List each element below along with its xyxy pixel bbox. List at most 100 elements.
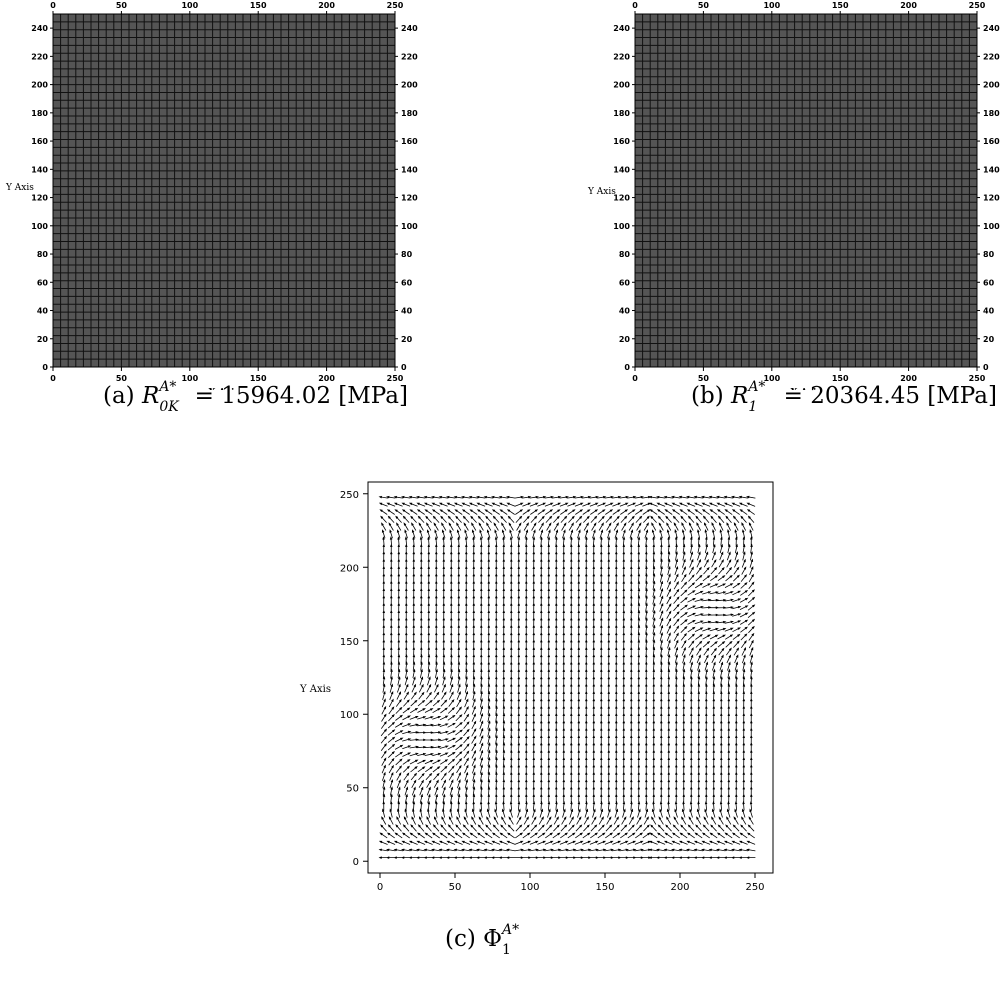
grid-fill [53,14,395,367]
x-tick-label-top: 100 [181,1,198,10]
y-tick-label-left: 100 [613,222,630,231]
y-tick-label-right: 160 [401,137,418,146]
caption-c-symbol: Φ [483,926,502,952]
y-tick-label-right: 100 [401,222,418,231]
y-tick-label-right: 240 [401,24,418,33]
y-tick-label-right: 200 [983,81,1000,90]
y-tick-label-left: 60 [37,278,49,287]
x-tick-label-bottom: 100 [181,374,198,383]
y-tick-label-right: 220 [983,52,1000,61]
caption-b: (b) R A* 1 = 20364.45 [MPa] [691,379,997,415]
caption-b-label: (b) [691,383,724,409]
y-tick-label-right: 240 [983,24,1000,33]
y-tick-label: 200 [340,563,359,574]
x-tick-label-bottom: 150 [250,374,267,383]
x-tick-label-top: 0 [632,1,638,10]
x-tick-label-bottom: 250 [387,374,404,383]
y-tick-label-left: 120 [31,194,48,203]
x-tick-label-bottom: 250 [969,374,986,383]
vector-field-chart: 050100150200250050100150200250X AxisY Ax… [299,481,774,906]
x-tick-label-top: 250 [969,1,986,10]
y-tick-label-left: 60 [619,278,631,287]
x-tick-label-bottom: 50 [698,374,710,383]
x-tick-label-bottom: 100 [763,374,780,383]
y-tick-label-left: 0 [624,363,630,372]
caption-b-symbol: R [730,383,749,409]
y-tick-label-right: 200 [401,81,418,90]
caption-c-label: (c) [445,926,476,952]
y-tick-label: 100 [340,710,359,721]
y-tick-label-right: 120 [401,194,418,203]
panel-a: 0 0 50 50 100 100 150 150 200 200 250 250 0 0 20 20 40 40… [0,0,420,398]
y-tick-label-right: 40 [401,307,413,316]
y-tick-label-left: 140 [31,165,48,174]
y-tick-label-right: 40 [983,307,995,316]
plot-frame [52,13,396,368]
y-tick-label-right: 220 [401,52,418,61]
y-tick-label-right: 80 [401,250,413,259]
caption-b-value: 20364.45 [810,383,920,409]
y-axis-label: Y Axis [587,187,616,197]
caption-a-label: (a) [103,383,135,409]
y-tick-label-right: 80 [983,250,995,259]
x-tick-label: 150 [595,882,614,890]
y-tick-label: 150 [340,637,359,648]
caption-a-value: 15964.02 [221,383,331,409]
y-tick-label-left: 220 [31,52,48,61]
y-tick-label-left: 140 [613,165,630,174]
y-tick-label-left: 180 [31,109,48,118]
y-tick-label-left: 100 [31,222,48,231]
y-axis-label: Y Axis [5,183,34,193]
vector-arrows [378,495,756,859]
y-tick-label-left: 20 [37,335,49,344]
x-tick-label-bottom: 0 [632,374,638,383]
x-tick-label-bottom: 50 [116,374,128,383]
x-tick-label-top: 200 [900,1,917,10]
y-tick-label-left: 160 [613,137,630,146]
x-tick-label-bottom: 150 [832,374,849,383]
y-tick-label-left: 40 [37,307,49,316]
x-tick-label-bottom: 0 [50,374,56,383]
caption-a-equals: = [194,383,214,409]
x-tick-label-top: 50 [698,1,710,10]
x-tick-label-bottom: 200 [900,374,917,383]
y-tick-label-right: 160 [983,137,1000,146]
y-tick-label-right: 20 [983,335,995,344]
y-tick-label-right: 140 [401,165,418,174]
y-tick-label-left: 160 [31,137,48,146]
y-tick-label: 0 [353,857,359,868]
y-tick-label-left: 240 [613,24,630,33]
y-tick-label-right: 0 [983,363,989,372]
x-tick-label-top: 0 [50,1,56,10]
y-tick-label: 250 [340,490,359,501]
y-tick-label-right: 180 [983,109,1000,118]
x-tick-label-bottom: 200 [318,374,335,383]
x-tick-label-top: 100 [763,1,780,10]
y-tick-label-left: 200 [31,81,48,90]
panel-c: 050100150200250050100150200250X AxisY Ax… [270,470,790,906]
y-tick-label-left: 220 [613,52,630,61]
x-tick-label-top: 150 [250,1,267,10]
y-tick-label-right: 140 [983,165,1000,174]
caption-c: (c) Φ A* 1 [445,922,520,958]
x-tick-label-top: 150 [832,1,849,10]
x-tick-label-top: 200 [318,1,335,10]
y-tick-label-right: 60 [401,278,413,287]
x-tick-label-top: 250 [387,1,404,10]
y-tick-label-right: 180 [401,109,418,118]
y-tick-label-right: 60 [983,278,995,287]
y-axis-label: Y Axis [299,684,331,695]
y-tick-label: 50 [346,784,359,795]
y-tick-label-left: 200 [613,81,630,90]
x-tick-label-top: 50 [116,1,128,10]
caption-a-symbol: R [141,383,160,409]
caption-a-unit: [MPa] [338,383,408,409]
y-tick-label-left: 180 [613,109,630,118]
y-tick-label-right: 120 [983,194,1000,203]
x-tick-label: 100 [520,882,539,890]
x-tick-label: 0 [377,882,383,890]
caption-a: (a) R A* 0K = 15964.02 [MPa] [103,379,408,415]
x-tick-label: 50 [449,882,462,890]
